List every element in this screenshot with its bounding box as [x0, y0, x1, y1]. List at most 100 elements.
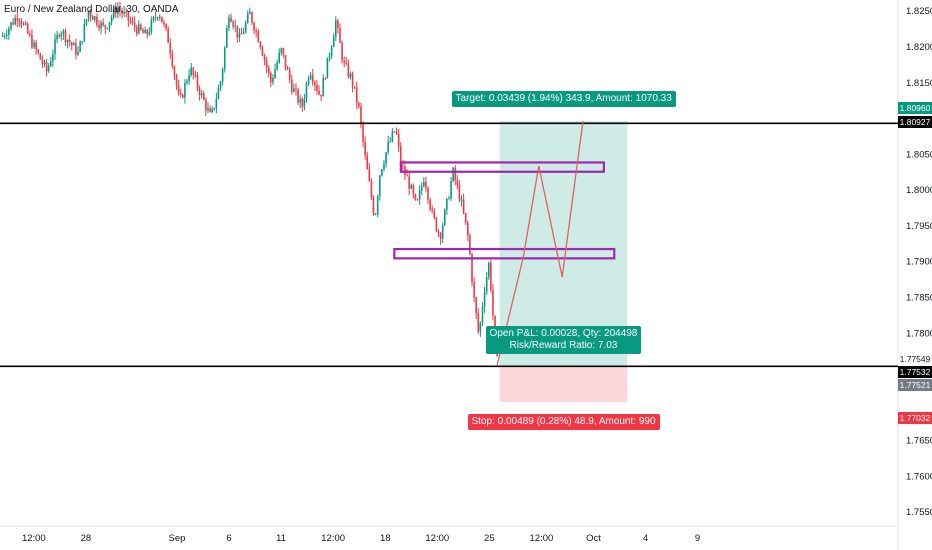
current-price-tag: 1.77521 — [898, 379, 932, 392]
candle-body — [45, 61, 48, 72]
candle-body — [242, 31, 245, 34]
candle-body — [473, 282, 475, 298]
candle-body — [381, 169, 383, 176]
candle-body — [114, 8, 117, 14]
candle-body — [66, 39, 69, 42]
stop-label[interactable]: Stop: 0.00489 (0.28%) 48.9, Amount: 990 — [467, 414, 660, 431]
candle-body — [362, 122, 364, 142]
candle-body — [334, 20, 337, 37]
time-axis[interactable]: 12:00 28 Sep 6 11 12:00 18 12:00 25 12:00 Oct 4 9 — [22, 533, 700, 544]
price-tick-label: 1.80000 — [906, 185, 932, 196]
candle-body — [370, 181, 373, 198]
candle-body — [431, 209, 433, 211]
candle-body — [125, 11, 128, 13]
price-tick-label: 1.75500 — [906, 507, 932, 518]
candle-body — [376, 196, 379, 215]
candle-body — [494, 315, 496, 334]
candle-body — [60, 33, 63, 37]
price-axis[interactable]: 1.82500 1.82000 1.81500 1.80500 1.80000 1.795… — [906, 6, 932, 518]
candle-body — [26, 24, 29, 34]
candle-body — [265, 60, 268, 68]
candle-body — [54, 39, 56, 55]
candle-body — [12, 22, 14, 25]
candle-body — [16, 17, 19, 21]
price-tick-label: 1.81500 — [906, 78, 932, 89]
candle-body — [303, 98, 306, 107]
candle-body — [467, 222, 469, 236]
candle-body — [96, 16, 98, 25]
candle-body — [144, 29, 146, 34]
projection-path[interactable] — [496, 120, 584, 366]
candle-body — [251, 12, 253, 23]
candle-body — [158, 16, 161, 18]
candle-body — [261, 47, 264, 56]
candle-body — [255, 30, 257, 32]
candle-body — [238, 33, 241, 38]
time-tick-label: 6 — [226, 533, 231, 544]
candle-body — [117, 8, 119, 14]
candle-body — [395, 131, 398, 134]
time-tick-label: 18 — [380, 533, 391, 544]
candle-body — [418, 190, 421, 200]
candle-body — [441, 225, 444, 239]
price-tick-label: 1.78500 — [906, 292, 932, 303]
candle-body — [257, 31, 260, 43]
candle-body — [140, 24, 142, 30]
drawing-lines[interactable] — [0, 120, 898, 368]
candle-body — [437, 230, 440, 234]
candle-body — [420, 186, 423, 191]
pnl-text: Open P&L: 0.00028, Qty: 204498 — [489, 328, 638, 340]
candle-body — [1, 35, 4, 37]
candle-body — [402, 165, 404, 167]
price-tick-label: 1.76000 — [906, 471, 932, 482]
candle-body — [343, 60, 345, 63]
candle-body — [328, 56, 331, 58]
price-tick-label: 1.82000 — [906, 42, 932, 53]
candle-body — [234, 25, 237, 27]
candle-body — [274, 69, 276, 79]
upper-zone-rectangle[interactable] — [399, 161, 605, 173]
candle-body — [276, 62, 278, 70]
lower-zone-rectangle[interactable] — [393, 247, 616, 260]
candle-body — [3, 35, 6, 37]
time-tick-label: 12:00 — [22, 533, 46, 544]
candle-body — [397, 133, 400, 147]
candle-body — [290, 79, 293, 92]
candle-body — [286, 67, 289, 70]
candle-body — [429, 199, 431, 210]
candle-body — [320, 94, 322, 97]
candle-body — [200, 93, 203, 96]
candle-body — [345, 62, 348, 64]
candle-body — [211, 108, 213, 113]
candle-body — [70, 42, 73, 46]
price-tick-label: 1.78000 — [906, 328, 932, 339]
candle-body — [385, 152, 387, 164]
candle-body — [100, 22, 102, 29]
candlestick-series — [1, 1, 498, 357]
candle-body — [297, 89, 299, 103]
target-label[interactable]: Target: 0.03439 (1.94%) 343.9, Amount: 1… — [451, 90, 676, 107]
time-tick-label: Sep — [169, 533, 186, 544]
candle-body — [236, 25, 239, 38]
candle-body — [475, 297, 477, 314]
candle-body — [112, 8, 115, 18]
candle-body — [454, 167, 457, 181]
candle-body — [393, 131, 396, 133]
candle-body — [219, 81, 222, 89]
candle-body — [353, 86, 356, 88]
candle-body — [35, 42, 37, 50]
candle-body — [41, 59, 44, 65]
candle-body — [43, 61, 46, 65]
candle-body — [364, 141, 366, 156]
candle-body — [142, 29, 144, 34]
candle-body — [458, 184, 461, 201]
candle-body — [360, 106, 362, 123]
loss-zone[interactable] — [499, 367, 628, 403]
candle-body — [408, 176, 410, 189]
candle-body — [280, 48, 283, 53]
candle-body — [33, 42, 35, 48]
time-tick-label: 25 — [484, 533, 495, 544]
pnl-label[interactable]: Open P&L: 0.00028, Qty: 204498 Risk/Rewa… — [485, 326, 642, 355]
